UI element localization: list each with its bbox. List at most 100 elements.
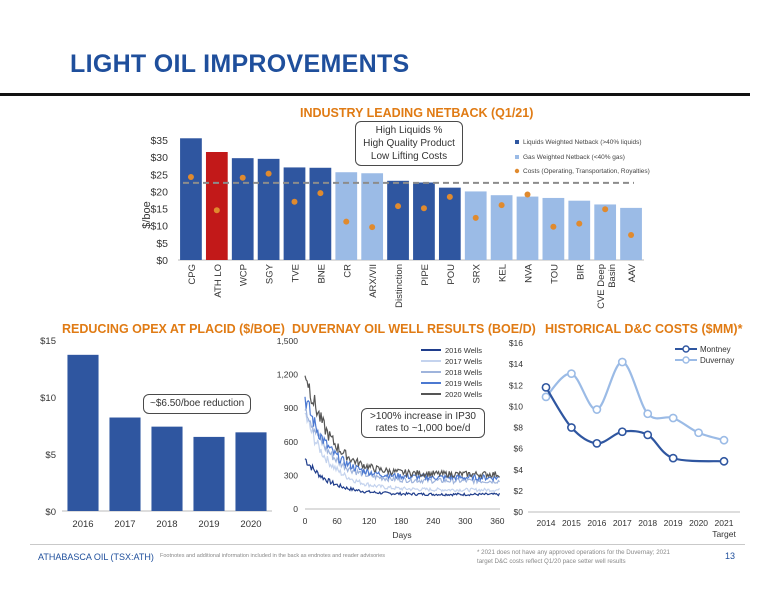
- y-tick-label: 900: [284, 403, 298, 413]
- opex-bar: [67, 354, 99, 511]
- footer-note: * 2021 does not have any approved operat…: [477, 548, 670, 566]
- legend-swatch: [515, 155, 519, 159]
- callout-line: >100% increase in IP30: [370, 411, 476, 422]
- netback-bar: [387, 180, 409, 260]
- footer-divider: [30, 544, 745, 545]
- cost-point: [317, 190, 324, 197]
- y-tick-label: 300: [284, 470, 298, 480]
- cost-series-marker: [668, 453, 678, 463]
- y-tick-label: $0: [156, 255, 168, 267]
- company-ticker: ATHABASCA OIL (TSX:ATH): [38, 552, 154, 562]
- category-label: WCP: [239, 264, 250, 286]
- netback-bar: [568, 200, 591, 260]
- duvernay-callout: >100% increase in IP30 rates to ~1,000 b…: [361, 408, 485, 438]
- x-tick-label: 120: [362, 516, 376, 526]
- netback-bar: [413, 182, 435, 260]
- y-tick-label: 1,500: [277, 336, 299, 346]
- cost-point: [187, 174, 194, 181]
- y-tick-label: $15: [150, 204, 168, 216]
- category-label: BNE: [316, 264, 327, 284]
- category-label: CPG: [187, 264, 198, 285]
- category-label: BIR: [575, 264, 586, 280]
- category-label: SGY: [265, 263, 276, 284]
- legend-swatch: [515, 140, 519, 144]
- y-tick-label: $10: [509, 401, 523, 411]
- production-series-line: [304, 375, 500, 480]
- netback-bar: [361, 173, 384, 260]
- callout-line: rates to ~1,000 boe/d: [375, 423, 471, 434]
- y-tick-label: $5: [156, 238, 168, 250]
- production-series-line: [304, 396, 500, 483]
- opex-bar: [193, 436, 225, 511]
- y-tick-label: $5: [45, 450, 56, 461]
- y-tick-label: $0: [45, 507, 56, 518]
- cost-series-marker: [617, 427, 627, 437]
- category-label: ATH LO: [213, 264, 224, 298]
- legend-label: Liquids Weighted Netback (>40% liquids): [523, 139, 642, 146]
- cost-point: [239, 174, 246, 181]
- y-tick-label: $20: [150, 186, 168, 198]
- opex-bar: [151, 426, 183, 511]
- duvernay-chart-title: DUVERNAY OIL WELL RESULTS (BOE/D): [292, 322, 536, 336]
- x-tick-label: 2015: [562, 518, 581, 528]
- opex-chart-title: REDUCING OPEX AT PLACID ($/BOE): [62, 322, 285, 336]
- netback-bar: [231, 158, 254, 260]
- netback-bar: [180, 138, 202, 260]
- legend-label: 2019 Wells: [445, 379, 482, 388]
- cost-series-marker: [617, 357, 627, 367]
- callout-line: Low Lifting Costs: [370, 151, 448, 162]
- y-tick-label: $25: [150, 169, 168, 181]
- x-tick-label: 2019: [664, 518, 683, 528]
- footnote-text: Footnotes and additional information inc…: [160, 553, 386, 559]
- opex-callout: ~$6.50/boe reduction: [143, 394, 252, 414]
- x-tick-label: 2016: [587, 518, 606, 528]
- x-tick-label: 0: [303, 516, 308, 526]
- netback-callout: High Liquids % High Quality Product Low …: [355, 121, 463, 166]
- legend-label: Duvernay: [700, 356, 734, 365]
- category-label: AAV: [627, 263, 638, 282]
- x-tick-label: 2014: [537, 518, 556, 528]
- category-label: CVE Deep: [596, 264, 607, 309]
- category-label: PIPE: [420, 264, 431, 286]
- netback-bar: [438, 187, 461, 260]
- cost-point: [291, 198, 298, 205]
- cost-series-marker: [719, 456, 729, 466]
- category-label: KEL: [498, 264, 509, 282]
- x-tick-label: 2020: [689, 518, 708, 528]
- cost-point: [420, 205, 427, 212]
- y-tick-label: $16: [509, 338, 523, 348]
- cost-series-marker: [643, 430, 653, 440]
- x-tick-label: 2018: [156, 519, 177, 530]
- production-series-line: [304, 458, 501, 497]
- netback-bar: [205, 152, 228, 260]
- cost-point: [369, 224, 376, 231]
- category-label: NVA: [524, 263, 535, 282]
- cost-point: [498, 202, 505, 209]
- cost-point: [446, 193, 453, 200]
- cost-point: [576, 220, 583, 227]
- legend-swatch: [514, 168, 520, 174]
- netback-bar: [335, 172, 358, 260]
- y-tick-label: $35: [150, 135, 168, 147]
- legend-label: Montney: [700, 345, 731, 354]
- dc-costs-chart-title: HISTORICAL D&C COSTS ($MM)*: [545, 322, 743, 336]
- category-label: SRX: [472, 263, 483, 283]
- legend-label: 2018 Wells: [445, 368, 482, 377]
- legend-label: Costs (Operating, Transportation, Royalt…: [523, 168, 650, 175]
- category-label: ARX/VII: [368, 264, 379, 298]
- opex-bar: [109, 417, 141, 511]
- footer-note-line: * 2021 does not have any approved operat…: [477, 549, 670, 556]
- x-tick-label: 240: [426, 516, 440, 526]
- netback-bar: [490, 195, 513, 260]
- x-tick-label: 300: [458, 516, 472, 526]
- cost-point: [213, 207, 220, 214]
- cost-series-marker: [592, 405, 602, 414]
- cost-series-marker: [643, 409, 653, 419]
- netback-bar: [516, 196, 539, 260]
- cost-series-marker: [567, 369, 576, 379]
- x-tick-sublabel: Target: [712, 529, 736, 539]
- y-tick-label: $6: [514, 444, 524, 454]
- cost-series-marker: [694, 428, 703, 438]
- cost-point: [550, 223, 557, 230]
